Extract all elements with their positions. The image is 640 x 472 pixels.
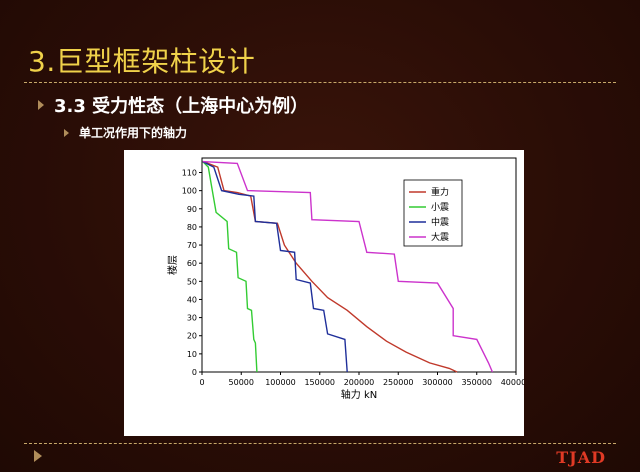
legend-label-1: 小震: [431, 202, 449, 213]
x-tick-label: 250000: [383, 378, 414, 387]
chart-panel: 0 50000 100000 150000 200000 250000 300000 3500…: [124, 150, 524, 436]
x-tick-label: 50000: [229, 378, 254, 387]
y-tick-label: 30: [187, 314, 197, 323]
y-tick-label: 90: [187, 205, 197, 214]
bullet-level1: 3.3 受力性态（上海中心为例）: [38, 92, 308, 118]
footer-divider: [24, 443, 616, 444]
y-tick-label: 60: [187, 259, 197, 268]
slide-title: 3.巨型框架柱设计: [28, 45, 256, 78]
x-tick-label: 300000: [422, 378, 453, 387]
title-divider: [24, 82, 616, 83]
bullet-level2-text: 单工况作用下的轴力: [79, 126, 188, 140]
series-line-3: [202, 160, 494, 373]
legend-box: [403, 179, 463, 247]
x-axis-title: 轴力 kN: [341, 388, 377, 401]
y-tick-label: 110: [182, 169, 197, 178]
y-tick-label: 100: [182, 187, 197, 196]
x-tick-label: 100000: [265, 378, 296, 387]
x-tick-label: 350000: [461, 378, 492, 387]
x-tick-label: 0: [199, 378, 204, 387]
series-line-1: [202, 161, 258, 373]
y-tick-label: 20: [187, 332, 197, 341]
legend-label-2: 中震: [431, 216, 449, 228]
legend-label-0: 重力: [431, 186, 449, 198]
x-tick-label: 150000: [304, 378, 335, 387]
y-tick-label: 50: [187, 277, 197, 286]
bullet-level1-text: 3.3 受力性态（上海中心为例）: [54, 96, 309, 117]
y-tick-label: 70: [187, 241, 197, 250]
tjad-logo: TJAD: [556, 448, 606, 467]
bullet-level2: 单工况作用下的轴力: [64, 124, 187, 141]
series-line-0: [203, 160, 458, 373]
y-tick-label: 80: [187, 223, 197, 232]
y-tick-label: 40: [187, 295, 197, 304]
x-tick-label: 200000: [344, 378, 375, 387]
y-tick-label: 10: [187, 350, 197, 359]
y-axis-title: 楼层: [166, 255, 179, 275]
legend-label-3: 大震: [431, 231, 449, 243]
next-arrow-icon[interactable]: [34, 450, 44, 462]
bullet-triangle-icon: [38, 100, 44, 110]
axial-force-chart: 0 50000 100000 150000 200000 250000 300000 3500…: [166, 157, 524, 401]
bullet-triangle-icon: [64, 128, 69, 137]
series-line-2: [202, 160, 348, 373]
y-tick-label: 0: [192, 368, 197, 377]
